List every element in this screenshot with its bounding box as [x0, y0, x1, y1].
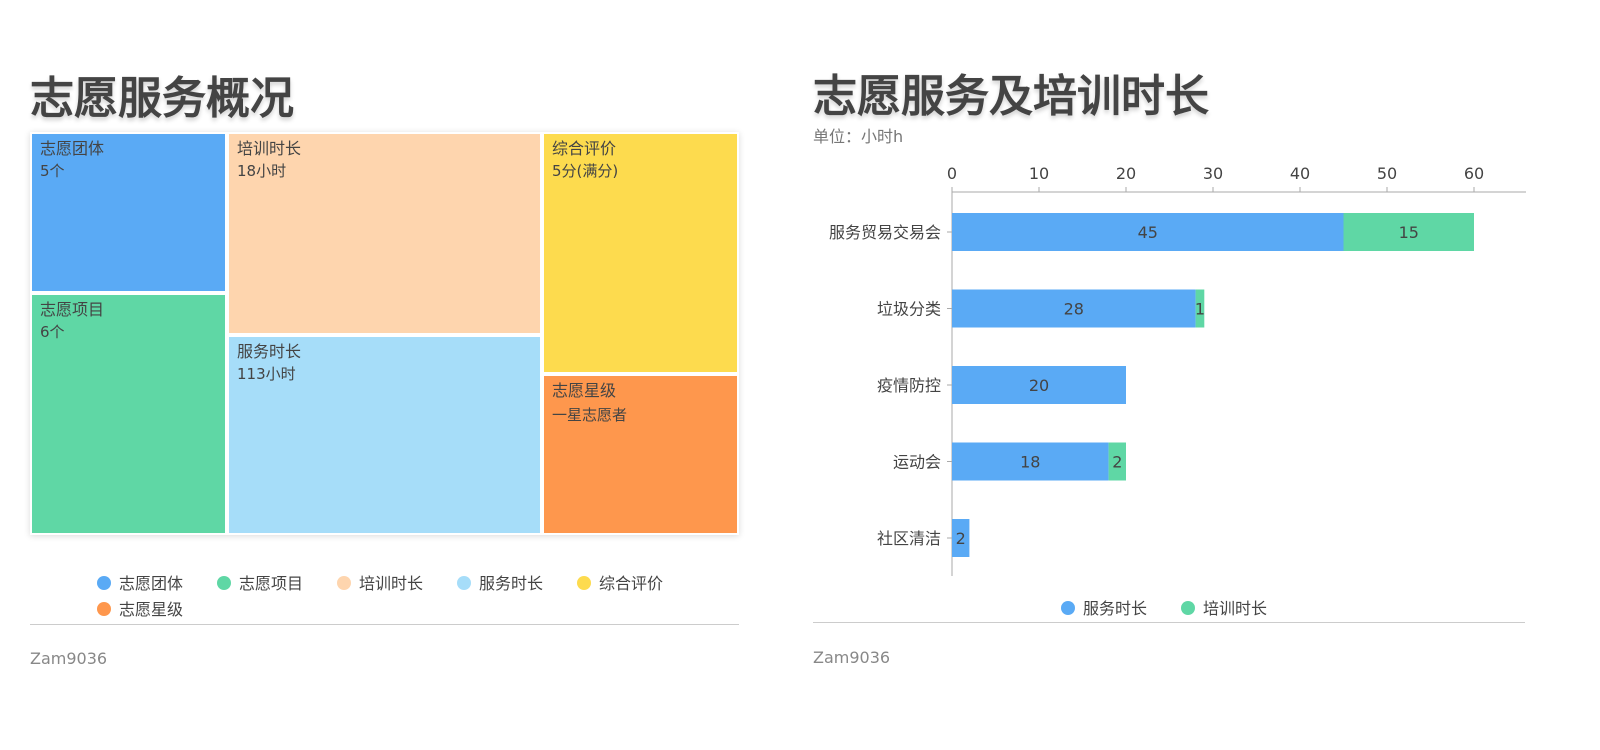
y-tick-label: 社区清洁 — [877, 529, 941, 548]
treemap-cell-label: 服务时长 — [237, 342, 302, 361]
legend-swatch — [577, 576, 591, 590]
data-label: 45 — [1138, 223, 1158, 242]
bar — [952, 442, 1109, 481]
legend-item[interactable]: 志愿星级 — [97, 596, 183, 620]
bar — [1195, 289, 1205, 328]
legend-swatch — [337, 576, 351, 590]
bar — [952, 289, 1196, 328]
treemap-legend: 志愿团体 志愿项目 培训时长 服务时长 综合评价 志愿星级 — [97, 570, 737, 620]
treemap: 志愿团体 5个 志愿项目 6个 培训时长 18小时 服务时长 113小时 综合评… — [30, 132, 739, 535]
treemap-cell-service-hours[interactable]: 服务时长 113小时 — [227, 335, 542, 535]
treemap-cell-value: 5个 — [40, 162, 65, 180]
legend-item[interactable]: 志愿团体 — [97, 570, 183, 594]
legend-label: 志愿团体 — [119, 574, 184, 593]
legend-label: 服务时长 — [479, 574, 544, 593]
legend-label: 培训时长 — [359, 574, 424, 593]
data-label: 2 — [1112, 453, 1122, 472]
legend-label: 综合评价 — [599, 574, 664, 593]
legend-item[interactable]: 服务时长 — [1061, 595, 1147, 619]
treemap-cell-label: 综合评价 — [552, 139, 617, 158]
x-tick-label: 0 — [947, 164, 957, 183]
legend-label: 志愿星级 — [119, 600, 184, 619]
treemap-cell-value: 18小时 — [237, 162, 287, 180]
x-tick-label: 40 — [1290, 164, 1310, 183]
bar-chart-subtitle: 单位：小时h — [813, 127, 904, 146]
bar-chart-title: 志愿服务及培训时长 — [813, 71, 1209, 122]
legend-item[interactable]: 培训时长 — [337, 570, 423, 594]
footer-credit: Zam9036 — [813, 648, 891, 667]
y-tick-label: 服务贸易交易会 — [829, 223, 941, 242]
bar — [1108, 442, 1126, 481]
treemap-cell-training-hours[interactable]: 培训时长 18小时 — [227, 132, 542, 335]
treemap-cell-label: 志愿星级 — [552, 381, 617, 400]
footer-credit: Zam9036 — [30, 649, 108, 668]
legend-item[interactable]: 志愿项目 — [217, 570, 303, 594]
bar — [952, 213, 1344, 251]
legend-swatch — [1181, 601, 1195, 615]
treemap-cell-groups[interactable]: 志愿团体 5个 — [30, 132, 227, 293]
bar — [1343, 213, 1474, 251]
treemap-cell-star-level[interactable]: 志愿星级 一星志愿者 — [542, 374, 739, 535]
treemap-cell-value: 113小时 — [237, 365, 296, 383]
y-tick-label: 运动会 — [893, 453, 941, 472]
data-label: 18 — [1020, 453, 1040, 472]
legend-swatch — [1061, 601, 1075, 615]
legend-swatch — [97, 576, 111, 590]
legend-item[interactable]: 培训时长 — [1181, 595, 1267, 619]
treemap-cell-projects[interactable]: 志愿项目 6个 — [30, 293, 227, 535]
treemap-title: 志愿服务概况 — [30, 73, 294, 124]
data-label: 2 — [956, 529, 966, 548]
treemap-cell-value: 5分(满分) — [552, 162, 619, 180]
x-tick-label: 60 — [1464, 164, 1484, 183]
data-label: 1 — [1195, 300, 1205, 319]
treemap-cell-label: 志愿项目 — [40, 300, 105, 319]
treemap-cell-value: 一星志愿者 — [552, 406, 628, 424]
legend-label: 服务时长 — [1083, 599, 1148, 618]
bar-chart-legend: 服务时长 培训时长 — [1061, 595, 1321, 619]
bar — [952, 366, 1126, 404]
divider — [813, 622, 1525, 623]
bar — [952, 519, 970, 557]
legend-swatch — [97, 602, 111, 616]
legend-label: 志愿项目 — [239, 574, 304, 593]
legend-swatch — [457, 576, 471, 590]
legend-label: 培训时长 — [1203, 599, 1268, 618]
treemap-cell-value: 6个 — [40, 323, 65, 341]
x-tick-label: 20 — [1116, 164, 1136, 183]
legend-item[interactable]: 综合评价 — [577, 570, 663, 594]
treemap-cell-label: 培训时长 — [237, 139, 302, 158]
data-label: 28 — [1064, 300, 1084, 319]
divider — [30, 624, 739, 625]
y-tick-label: 疫情防控 — [877, 376, 941, 395]
data-label: 20 — [1029, 376, 1049, 395]
y-tick-label: 垃圾分类 — [877, 300, 941, 319]
x-tick-label: 50 — [1377, 164, 1397, 183]
treemap-cell-rating[interactable]: 综合评价 5分(满分) — [542, 132, 739, 374]
x-tick-label: 10 — [1029, 164, 1049, 183]
data-label: 15 — [1399, 223, 1419, 242]
legend-swatch — [217, 576, 231, 590]
legend-item[interactable]: 服务时长 — [457, 570, 543, 594]
x-tick-label: 30 — [1203, 164, 1223, 183]
treemap-cell-label: 志愿团体 — [40, 139, 105, 158]
